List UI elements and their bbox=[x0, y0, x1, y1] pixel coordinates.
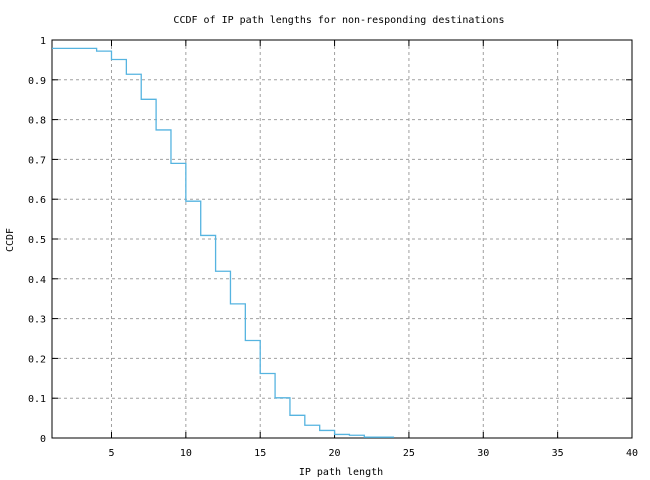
axes-ticks: 00.10.20.30.40.50.60.70.80.915 10 15 20 25 30… bbox=[28, 36, 638, 459]
x-axis-label: IP path length bbox=[299, 467, 383, 478]
x-tick-label: 15 bbox=[254, 448, 266, 459]
x-tick-label: 25 bbox=[403, 448, 415, 459]
x-tick-label: 5 bbox=[108, 448, 114, 459]
y-axis-label: CCDF bbox=[5, 228, 16, 252]
y-tick-label: 0.6 bbox=[28, 195, 46, 206]
x-tick-label: 30 bbox=[477, 448, 489, 459]
series-line bbox=[52, 47, 395, 438]
x-tick-label: 35 bbox=[552, 448, 564, 459]
x-tick-label: 10 bbox=[180, 448, 192, 459]
y-tick-label: 0.9 bbox=[28, 76, 46, 87]
y-tick-label: 0.2 bbox=[28, 354, 46, 365]
grid bbox=[52, 40, 632, 438]
chart-title: CCDF of IP path lengths for non-respondi… bbox=[173, 15, 504, 26]
series bbox=[52, 47, 395, 438]
x-tick-label: 20 bbox=[329, 448, 341, 459]
y-tick-label: 0.3 bbox=[28, 315, 46, 326]
y-tick-label: 1 bbox=[40, 36, 46, 47]
y-tick-label: 0.1 bbox=[28, 394, 46, 405]
x-tick-label: 40 bbox=[626, 448, 638, 459]
y-tick-label: 0.4 bbox=[28, 275, 46, 286]
y-tick-label: 0.7 bbox=[28, 155, 46, 166]
y-tick-label: 0 bbox=[40, 434, 46, 445]
y-tick-label: 0.5 bbox=[28, 235, 46, 246]
y-tick-label: 0.8 bbox=[28, 116, 46, 127]
